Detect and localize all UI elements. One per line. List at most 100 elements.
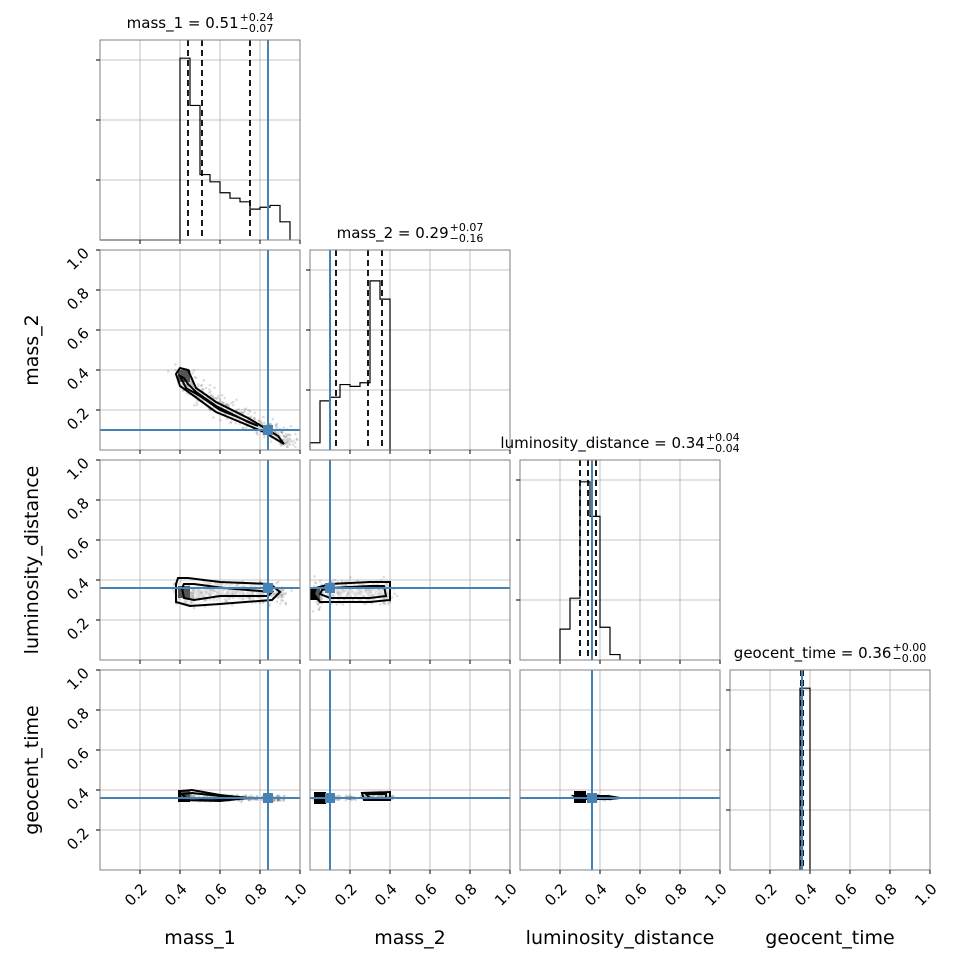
scatter-sample [283, 592, 287, 596]
scatter-sample [313, 584, 316, 588]
x-tick-label: 0.6 [201, 880, 231, 910]
scatter-sample [570, 794, 573, 797]
panel-background [520, 460, 720, 660]
scatter-sample [255, 794, 259, 798]
panel-border [309, 669, 511, 871]
scatter-sample [279, 602, 282, 605]
scatter-sample [213, 396, 217, 400]
scatter-sample [240, 799, 243, 802]
scatter-sample [244, 794, 248, 798]
scatter-sample [378, 603, 382, 606]
scatter-sample [208, 383, 212, 387]
scatter-sample [226, 404, 230, 408]
hist-panel-mass_1 [96, 39, 301, 244]
scatter-sample [247, 409, 251, 412]
scatter-sample [335, 603, 339, 606]
title-plus-error: +0.04 [706, 431, 740, 444]
scatter-sample [275, 581, 278, 585]
density-cell [377, 588, 383, 596]
scatter-sample [205, 580, 208, 584]
scatter-sample [207, 388, 211, 391]
scatter-sample [315, 581, 318, 585]
scatter-sample [269, 422, 272, 426]
scatter-sample [192, 589, 196, 592]
scatter-sample [317, 607, 321, 611]
scatter-sample [257, 419, 261, 422]
scatter-sample [244, 794, 247, 797]
histogram-step [559, 481, 621, 660]
scatter-sample [292, 439, 296, 442]
scatter-sample [275, 424, 278, 428]
density-content [100, 250, 300, 450]
scatter-sample [317, 608, 321, 612]
scatter-sample [248, 597, 252, 601]
scatter-sample [173, 588, 176, 592]
density-cell [367, 590, 373, 598]
scatter-sample [184, 600, 187, 604]
scatter-sample [271, 417, 275, 421]
scatter-sample [210, 394, 213, 397]
scatter-sample [233, 592, 237, 595]
scatter-sample [194, 793, 197, 797]
scatter-sample [343, 589, 347, 593]
scatter-sample [370, 794, 374, 798]
scatter-sample [275, 794, 279, 798]
scatter-sample [179, 579, 183, 583]
scatter-sample [276, 799, 280, 803]
scatter-sample [228, 597, 231, 600]
scatter-sample [340, 579, 344, 583]
panel-background [730, 670, 930, 870]
scatter-sample [346, 593, 350, 596]
scatter-sample [316, 602, 320, 606]
scatter-sample [279, 799, 282, 802]
scatter-sample [223, 597, 227, 601]
scatter-sample [258, 425, 261, 429]
scatter-sample [372, 594, 376, 597]
scatter-sample [351, 599, 355, 602]
scatter-sample [218, 400, 222, 403]
density-content [100, 460, 300, 660]
scatter-sample [237, 596, 241, 600]
scatter-sample [354, 591, 357, 594]
scatter-sample [368, 598, 372, 602]
scatter-sample [260, 597, 264, 601]
scatter-sample [196, 383, 200, 386]
scatter-sample [336, 798, 340, 801]
scatter-sample [315, 600, 318, 604]
y-axis-label-luminosity_distance: luminosity_distance [21, 466, 43, 655]
scatter-sample [230, 420, 233, 424]
scatter-sample [395, 594, 399, 598]
density-panel-mass_1-mass_2 [96, 249, 301, 454]
scatter-sample [240, 800, 243, 804]
scatter-sample [287, 433, 291, 436]
scatter-sample [215, 598, 219, 602]
scatter-sample [197, 385, 200, 388]
scatter-sample [285, 445, 289, 448]
x-tick-label: 0.6 [621, 880, 651, 910]
scatter-sample [241, 426, 245, 430]
panel-background [310, 670, 510, 870]
scatter-sample [218, 398, 222, 401]
scatter-sample [203, 598, 207, 602]
title-minus-error: −0.04 [706, 442, 740, 455]
scatter-sample [235, 793, 239, 797]
scatter-sample [224, 598, 228, 602]
y-tick-label: 0.8 [63, 704, 93, 734]
scatter-sample [262, 415, 265, 419]
density-cell [337, 588, 343, 596]
scatter-sample [358, 598, 362, 602]
density-panel-mass_1-geocent_time [96, 669, 301, 874]
scatter-sample [209, 598, 212, 601]
scatter-sample [195, 401, 198, 405]
scatter-sample [192, 589, 196, 593]
panel-border [519, 459, 721, 661]
scatter-sample [230, 583, 234, 586]
scatter-sample [318, 580, 322, 583]
y-tick-label: 1.0 [63, 454, 93, 484]
scatter-sample [225, 582, 228, 586]
scatter-sample [294, 432, 297, 436]
panel-title: luminosity_distance = 0.34 [500, 434, 704, 453]
x-tick-label: 0.4 [371, 880, 401, 910]
scatter-sample [201, 387, 205, 391]
panel-background [310, 250, 510, 450]
